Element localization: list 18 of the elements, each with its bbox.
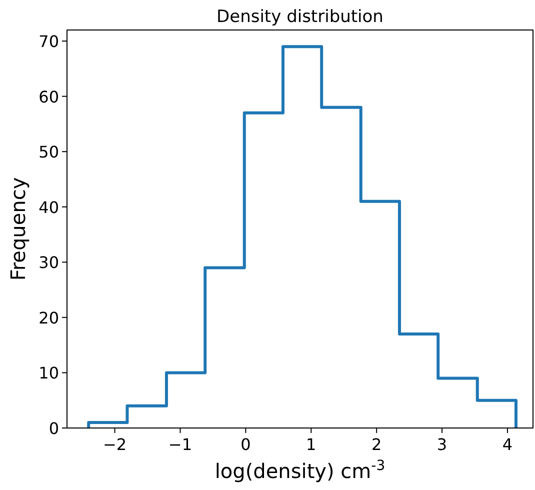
y-axis-title: Frequency <box>6 177 30 281</box>
y-tick-label: 70 <box>38 32 59 52</box>
x-tick-label: 4 <box>502 435 513 454</box>
y-tick-label: 20 <box>38 308 59 328</box>
y-tick-label: 40 <box>38 198 59 217</box>
x-tick-label: −1 <box>168 435 192 454</box>
x-tick-label: 1 <box>306 435 316 454</box>
x-tick-label: 3 <box>436 435 448 454</box>
x-tick-label: −2 <box>102 435 127 454</box>
x-axis-title: log(density) cm$^{-3}$ <box>214 458 386 483</box>
chart-title: Density distribution <box>216 7 384 27</box>
y-tick-label: 30 <box>38 253 59 272</box>
y-tick-label: 10 <box>38 364 59 383</box>
y-tick-label: 50 <box>38 142 59 162</box>
x-tick-label: 0 <box>240 435 251 454</box>
x-tick-label: 2 <box>371 435 382 454</box>
y-tick-label: 0 <box>48 419 59 438</box>
y-tick-label: 60 <box>38 87 59 106</box>
